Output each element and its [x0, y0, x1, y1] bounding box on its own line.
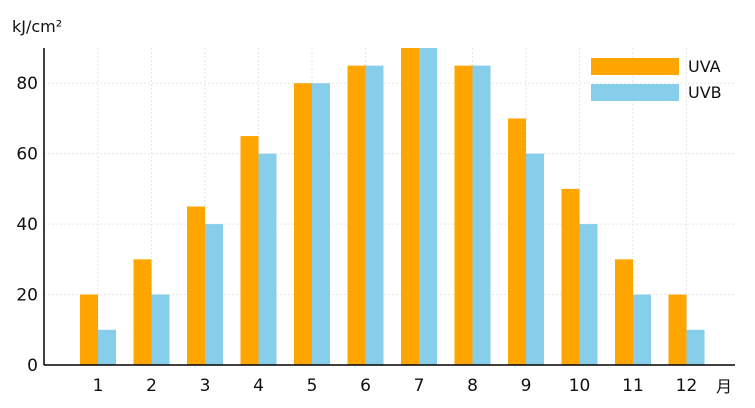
x-tick-label: 10: [569, 376, 591, 396]
x-tick-label: 11: [622, 376, 644, 396]
x-tick-label: 7: [414, 376, 425, 396]
legend-swatch-uva: [591, 58, 679, 75]
legend-label-uva: UVA: [688, 57, 721, 76]
bar-uva-2: [133, 259, 152, 365]
y-tick-label: 60: [16, 145, 38, 165]
bar-uva-5: [294, 83, 312, 365]
bar-uvb-6: [365, 65, 384, 365]
x-tick-label: 2: [146, 376, 157, 396]
bar-uva-11: [615, 259, 633, 365]
bar-uva-7: [401, 48, 419, 365]
y-axis-unit: kJ/cm²: [12, 17, 62, 36]
bar-uvb-4: [258, 153, 277, 365]
x-tick-label: 4: [253, 376, 264, 396]
y-tick-label: 40: [16, 215, 38, 235]
bar-uva-8: [454, 65, 473, 365]
x-tick-label: 1: [93, 376, 104, 396]
bar-uva-4: [240, 136, 259, 365]
bar-uva-1: [80, 294, 98, 365]
bar-uvb-3: [205, 224, 223, 365]
bar-uva-6: [347, 65, 366, 365]
bars: [80, 48, 705, 365]
y-tick-label: 0: [27, 356, 38, 376]
x-tick-label: 8: [467, 376, 478, 396]
bar-uvb-7: [419, 48, 437, 365]
x-axis-unit: 月: [716, 377, 732, 396]
bar-uvb-10: [579, 224, 598, 365]
x-tick-label: 12: [676, 376, 698, 396]
bar-uvb-11: [633, 294, 651, 365]
bar-uvb-8: [472, 65, 491, 365]
bar-uvb-12: [686, 329, 705, 365]
bar-uva-10: [561, 188, 580, 365]
y-tick-label: 80: [16, 74, 38, 94]
x-tick-label: 3: [200, 376, 211, 396]
bar-uvb-2: [151, 294, 170, 365]
bar-uvb-5: [312, 83, 330, 365]
bar-uvb-9: [526, 153, 544, 365]
legend: UVA UVB: [591, 57, 722, 102]
y-tick-labels: 0 20 40 60 80: [16, 74, 38, 376]
x-tick-labels: 1 2 3 4 5 6 7 8 9 10 11 12: [93, 376, 698, 396]
legend-label-uvb: UVB: [688, 83, 722, 102]
bar-uvb-1: [98, 329, 116, 365]
x-tick-label: 6: [360, 376, 371, 396]
x-tick-label: 5: [307, 376, 318, 396]
bar-uva-9: [508, 118, 526, 365]
y-tick-label: 20: [16, 286, 38, 306]
bar-uva-3: [187, 206, 205, 365]
legend-swatch-uvb: [591, 84, 679, 101]
bar-uva-12: [668, 294, 687, 365]
x-tick-label: 9: [521, 376, 532, 396]
